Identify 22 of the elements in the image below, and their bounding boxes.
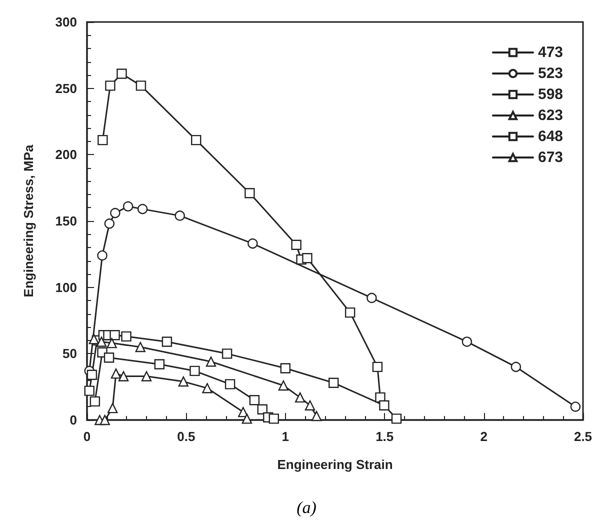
x-tick-label: 1 <box>282 429 290 444</box>
y-tick-label: 300 <box>55 14 77 30</box>
y-tick-label: 0 <box>70 412 77 428</box>
x-tick-label: 0.5 <box>177 429 196 444</box>
y-axis-title: Engineering Stress, MPa <box>21 144 36 298</box>
x-tick-label: 2.5 <box>574 429 592 444</box>
y-tick-label: 200 <box>55 147 77 162</box>
legend-label: 598 <box>538 86 564 103</box>
text: (a) <box>296 498 318 518</box>
legend-label: 648 <box>538 128 564 145</box>
legend-label: 673 <box>538 149 564 166</box>
y-tick-label: 50 <box>62 346 77 362</box>
legend-label: 523 <box>538 65 564 82</box>
y-tick-label: 100 <box>55 280 77 295</box>
y-tick-label: 250 <box>55 80 77 96</box>
legend-label: 473 <box>538 44 564 61</box>
legend-label: 623 <box>538 107 564 124</box>
x-tick-label: 2 <box>480 429 488 444</box>
y-tick-label: 150 <box>55 214 77 228</box>
x-axis-title: Engineering Strain <box>277 457 393 472</box>
x-tick-label: 0 <box>83 429 91 444</box>
x-tick-label: 1.5 <box>376 429 394 444</box>
